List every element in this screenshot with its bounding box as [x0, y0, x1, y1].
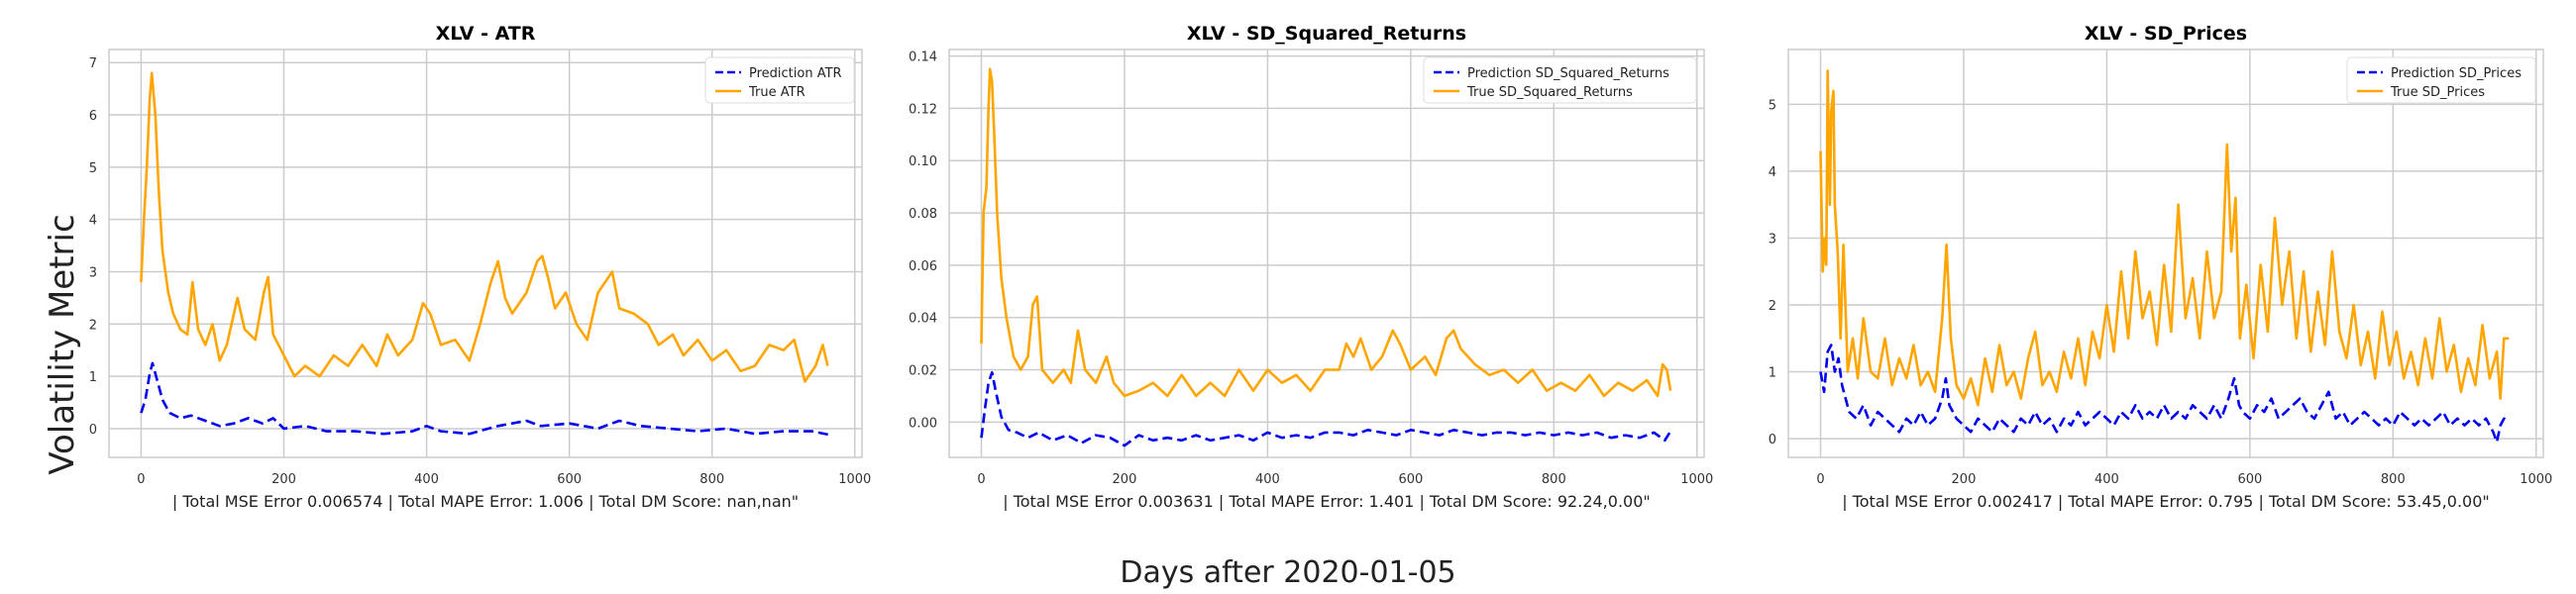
series-line-prediction — [980, 370, 1671, 447]
x-tick-label: 0 — [977, 472, 985, 487]
legend-label: Prediction ATR — [749, 66, 842, 81]
y-tick-label: 5 — [1769, 98, 1776, 113]
y-tick-label: 5 — [89, 161, 97, 176]
y-tick-label: 0.04 — [909, 312, 937, 327]
x-tick-label: 600 — [2237, 472, 2262, 487]
y-tick-label: 4 — [89, 214, 97, 229]
y-tick-label: 2 — [1769, 299, 1776, 314]
x-tick-label: 0 — [1816, 472, 1824, 487]
y-tick-label: 0 — [1769, 433, 1776, 447]
chart-panel-3: 0 200 400 600 800 1000 0 1 2 3 4 5 XLV - SD_Prices | … — [1769, 23, 2553, 511]
x-tick-label: 400 — [1255, 472, 1280, 487]
series-line-true — [140, 71, 829, 383]
legend: Prediction SD_Squared_Returns True SD_Squ… — [1423, 56, 1697, 104]
x-tick-label: 800 — [699, 472, 724, 487]
y-tick-label: 0.00 — [909, 416, 937, 431]
plot-area — [949, 50, 1704, 457]
x-tick-label: 1000 — [838, 472, 871, 487]
x-tick-label: 800 — [1542, 472, 1566, 487]
figure-y-label: Volatility Metric — [43, 214, 82, 474]
y-tick-label: 0.08 — [909, 207, 937, 222]
legend-label: True ATR — [748, 85, 805, 100]
plot-frame — [1787, 49, 2544, 458]
legend-box — [704, 56, 855, 104]
plot-frame — [948, 49, 1705, 458]
legend-label: True SD_Squared_Returns — [1466, 85, 1633, 100]
legend-label: Prediction SD_Squared_Returns — [1467, 66, 1669, 81]
legend-label: True SD_Prices — [2390, 85, 2485, 100]
x-tick-label: 200 — [271, 472, 296, 487]
y-tick-label: 6 — [89, 109, 97, 124]
legend-box — [2346, 56, 2536, 104]
y-tick-label: 2 — [89, 318, 97, 333]
legend: Prediction SD_Prices True SD_Prices — [2346, 56, 2536, 104]
x-tick-label: 200 — [1113, 472, 1137, 487]
series-line-true — [980, 67, 1672, 398]
y-tick-label: 1 — [89, 370, 97, 385]
x-tick-label: 1000 — [1680, 472, 1713, 487]
chart-title: XLV - SD_Prices — [2085, 23, 2247, 45]
x-tick-label: 800 — [2381, 472, 2406, 487]
x-tick-label: 0 — [137, 472, 145, 487]
x-tick-label: 600 — [1398, 472, 1423, 487]
x-tick-label: 400 — [2094, 472, 2119, 487]
y-tick-label: 0.02 — [909, 364, 937, 379]
y-tick-label: 0 — [89, 423, 97, 438]
legend-box — [1423, 56, 1697, 104]
x-tick-label: 1000 — [2520, 472, 2552, 487]
y-tick-label: 4 — [1769, 165, 1776, 180]
y-tick-label: 1 — [1769, 366, 1776, 381]
plot-area — [109, 50, 862, 457]
chart-title: XLV - SD_Squared_Returns — [1187, 23, 1466, 45]
plot-frame — [108, 49, 863, 458]
x-tick-label: 400 — [414, 472, 439, 487]
y-tick-label: 0.14 — [909, 50, 937, 65]
x-axis-label: | Total MSE Error 0.006574 | Total MAPE … — [172, 492, 799, 511]
chart-panel-1: 0 200 400 600 800 1000 0 1 2 3 4 5 6 7 XLV - ATR | Tota… — [89, 23, 872, 511]
plot-area — [1788, 50, 2543, 457]
y-tick-label: 3 — [89, 265, 97, 280]
y-tick-label: 0.06 — [909, 259, 937, 274]
y-tick-label: 0.12 — [909, 102, 937, 117]
legend-label: Prediction SD_Prices — [2391, 66, 2522, 81]
x-axis-label: | Total MSE Error 0.002417 | Total MAPE … — [1842, 492, 2490, 511]
chart-panel-2: 0 200 400 600 800 1000 0.00 0.02 0.04 0.06 0.08 0.1… — [909, 23, 1713, 511]
legend: Prediction ATR True ATR — [704, 56, 855, 104]
series-line-prediction — [1819, 344, 2511, 444]
y-tick-label: 7 — [89, 56, 97, 71]
x-tick-label: 600 — [557, 472, 582, 487]
series-line-prediction — [140, 361, 830, 437]
y-tick-label: 0.10 — [909, 154, 937, 169]
chart-title: XLV - ATR — [436, 23, 536, 45]
y-tick-label: 3 — [1769, 232, 1776, 247]
x-axis-label: | Total MSE Error 0.003631 | Total MAPE … — [1003, 492, 1651, 511]
series-line-true — [1819, 69, 2510, 407]
x-tick-label: 200 — [1952, 472, 1977, 487]
figure-x-label: Days after 2020-01-05 — [1120, 555, 1455, 590]
